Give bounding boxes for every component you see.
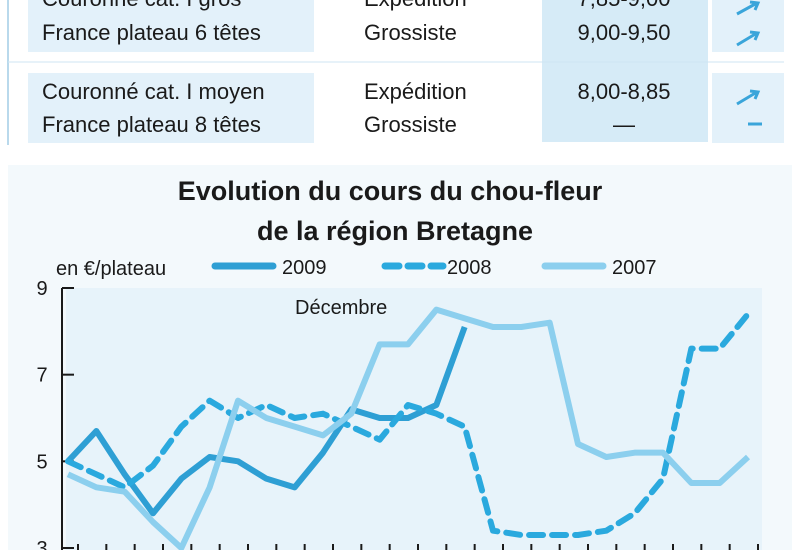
y-tick-label: 5 <box>36 451 47 473</box>
annotation: Décembre <box>295 297 387 319</box>
trend-cell <box>712 73 784 143</box>
product: France plateau 8 têtes <box>42 112 261 137</box>
y-tick-label: 7 <box>36 365 47 387</box>
sale-type: Grossiste <box>364 20 457 45</box>
price: 9,00-9,50 <box>578 20 671 45</box>
table-rows: Couronné cat. I gros Expédition 7,85-9,00 F… <box>42 0 670 137</box>
product: Couronné cat. I moyen <box>42 79 265 104</box>
series-line <box>66 306 751 550</box>
sale-type: Grossiste <box>364 112 457 137</box>
trend-up-arrow <box>736 0 761 16</box>
product-cell <box>28 0 314 52</box>
sale-type: Expédition <box>364 0 467 11</box>
price: 7,85-9,00 <box>578 0 671 11</box>
trend-up-arrow <box>736 30 761 47</box>
price: 8,00-8,85 <box>578 79 671 104</box>
y-tick-label: 9 <box>36 278 47 300</box>
y-axis-label: en €/plateau <box>56 258 166 280</box>
trend-up-arrow <box>736 89 761 106</box>
y-tick-label: 3 <box>36 538 47 550</box>
chart: 3 5 7 9 2009 2008 2007 <box>36 257 759 550</box>
price-column <box>542 0 708 142</box>
product: France plateau 6 têtes <box>42 20 261 45</box>
legend-label: 2007 <box>612 257 657 279</box>
chart-title: Evolution du cours du chou-fleur <box>178 176 603 206</box>
series-line <box>65 311 751 538</box>
sale-type: Expédition <box>364 79 467 104</box>
product-cell <box>28 73 314 143</box>
chart-title: de la région Bretagne <box>257 216 533 246</box>
legend-label: 2009 <box>282 257 327 279</box>
legend-label: 2008 <box>447 257 492 279</box>
trend-icons <box>736 0 762 126</box>
plot-area <box>66 288 762 550</box>
price: — <box>613 112 635 137</box>
product: Couronné cat. I gros <box>42 0 241 11</box>
